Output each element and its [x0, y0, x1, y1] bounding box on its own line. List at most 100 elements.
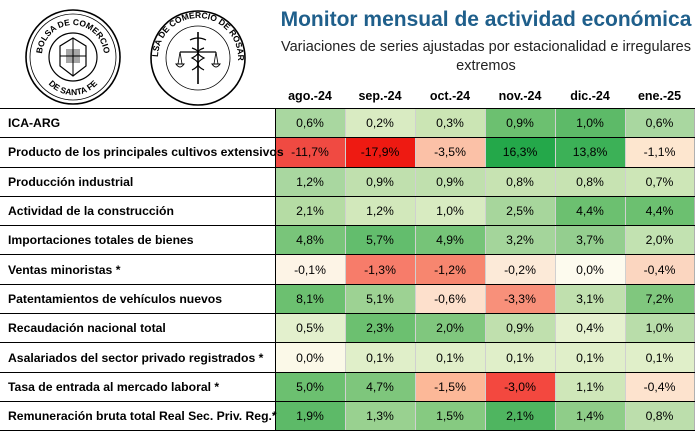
indicator-label: Producto de los principales cultivos ext… — [0, 137, 284, 168]
value-cell: 2,1% — [274, 196, 345, 227]
value-cell: -11,7% — [274, 137, 345, 168]
value-cell: -0,4% — [624, 254, 695, 285]
value-cell: -3,5% — [414, 137, 485, 168]
value-cell: 0,3% — [414, 108, 485, 139]
value-cell: -0,2% — [484, 254, 555, 285]
svg-text:BOLSA DE COMERCIO DE ROSARIO: BOLSA DE COMERCIO DE ROSARIO — [22, 6, 246, 61]
table-row: Producto de los principales cultivos ext… — [0, 137, 695, 168]
value-cell: 0,4% — [554, 313, 625, 344]
value-cell: -1,5% — [414, 372, 485, 402]
value-cell: 3,7% — [554, 225, 625, 256]
value-cell: 2,3% — [344, 313, 415, 344]
indicator-label: ICA-ARG — [0, 108, 275, 139]
indicator-label: Recaudación nacional total — [0, 313, 275, 344]
value-cell: 2,1% — [484, 401, 555, 432]
month-header: ago.-24 — [275, 84, 345, 109]
value-cell: 13,8% — [554, 137, 625, 168]
value-cell: 5,7% — [344, 225, 415, 256]
value-cell: -1,3% — [344, 254, 415, 285]
value-cell: 5,1% — [344, 284, 415, 315]
value-cell: 2,0% — [414, 313, 485, 344]
value-cell: 1,0% — [554, 108, 625, 139]
value-cell: -0,4% — [624, 372, 695, 402]
indicator-label: Remuneración bruta total Real Sec. Priv.… — [0, 401, 277, 432]
value-cell: 5,0% — [274, 372, 345, 402]
value-cell: 16,3% — [484, 137, 555, 168]
value-cell: 0,1% — [624, 342, 695, 373]
seal-right-text: BOLSA DE COMERCIO DE ROSARIO — [22, 6, 246, 61]
value-cell: 1,0% — [414, 196, 485, 227]
logos: BOLSA DE COMERCIO DE SANTA FE BOLSA DE C… — [22, 6, 246, 106]
month-header: oct.-24 — [415, 84, 485, 109]
table-row: Asalariados del sector privado registrad… — [0, 342, 695, 373]
value-cell: 1,3% — [344, 401, 415, 432]
value-cell: 0,9% — [484, 313, 555, 344]
value-cell: 0,1% — [344, 342, 415, 373]
value-cell: 0,1% — [484, 342, 555, 373]
page-subtitle: Variaciones de series ajustadas por esta… — [281, 39, 691, 74]
value-cell: 4,8% — [274, 225, 345, 256]
value-cell: 1,0% — [624, 313, 695, 344]
value-cell: 1,2% — [274, 167, 345, 197]
value-cell: -0,1% — [274, 254, 345, 285]
value-cell: 0,9% — [344, 167, 415, 197]
value-cell: 0,2% — [344, 108, 415, 139]
value-cell: 1,1% — [554, 372, 625, 402]
value-cell: -1,2% — [414, 254, 485, 285]
indicator-label: Tasa de entrada al mercado laboral * — [0, 372, 275, 402]
table-row: Patentamientos de vehículos nuevos 8,1% 5,… — [0, 284, 695, 315]
value-cell: 8,1% — [274, 284, 345, 315]
value-cell: -3,3% — [484, 284, 555, 315]
table-row: Ventas minoristas * -0,1% -1,3% -1,2% -0,2% 0… — [0, 254, 695, 285]
value-cell: 0,8% — [484, 167, 555, 197]
value-cell: 3,1% — [554, 284, 625, 315]
page-title: Monitor mensual de actividad económica — [280, 8, 692, 31]
table-row: Producción industrial 1,2% 0,9% 0,9% 0,8% 0,8… — [0, 167, 695, 197]
value-cell: -17,9% — [344, 137, 415, 168]
month-header: ene.-25 — [625, 84, 694, 109]
value-cell: 1,5% — [414, 401, 485, 432]
indicator-label: Producción industrial — [0, 167, 275, 197]
indicators-table: ago.-24 sep.-24 oct.-24 nov.-24 dic.-24 … — [0, 84, 695, 432]
value-cell: 0,9% — [484, 108, 555, 139]
value-cell: -0,6% — [414, 284, 485, 315]
month-header: nov.-24 — [485, 84, 555, 109]
value-cell: 2,5% — [484, 196, 555, 227]
value-cell: 1,4% — [554, 401, 625, 432]
table-row: Remuneración bruta total Real Sec. Priv.… — [0, 401, 695, 432]
value-cell: 0,0% — [554, 254, 625, 285]
indicator-label: Importaciones totales de bienes — [0, 225, 275, 256]
value-cell: 0,7% — [624, 167, 695, 197]
value-cell: 0,6% — [624, 108, 695, 139]
value-cell: -3,0% — [484, 372, 555, 402]
table-header-row: ago.-24 sep.-24 oct.-24 nov.-24 dic.-24 … — [0, 84, 694, 109]
table-row: Actividad de la construcción 2,1% 1,2% 1,0%… — [0, 196, 695, 227]
indicator-label: Patentamientos de vehículos nuevos — [0, 284, 275, 315]
month-header: sep.-24 — [345, 84, 415, 109]
value-cell: 1,9% — [274, 401, 345, 432]
table-row: Tasa de entrada al mercado laboral * 5,0%… — [0, 372, 695, 402]
value-cell: 0,9% — [414, 167, 485, 197]
value-cell: 3,2% — [484, 225, 555, 256]
value-cell: 0,6% — [274, 108, 345, 139]
value-cell: 0,8% — [554, 167, 625, 197]
month-header: dic.-24 — [555, 84, 625, 109]
indicator-label: Asalariados del sector privado registrad… — [0, 342, 275, 373]
value-cell: 2,0% — [624, 225, 695, 256]
value-cell: 0,1% — [414, 342, 485, 373]
value-cell: 4,4% — [624, 196, 695, 227]
indicator-label: Actividad de la construcción — [0, 196, 275, 227]
header-label-spacer — [0, 84, 275, 109]
value-cell: 7,2% — [624, 284, 695, 315]
value-cell: 0,1% — [554, 342, 625, 373]
value-cell: 4,9% — [414, 225, 485, 256]
value-cell: 0,0% — [274, 342, 345, 373]
value-cell: 0,8% — [624, 401, 695, 432]
table-row: Recaudación nacional total 0,5% 2,3% 2,0% 0,… — [0, 313, 695, 344]
table-row: Importaciones totales de bienes 4,8% 5,7% 4… — [0, 225, 695, 256]
value-cell: 1,2% — [344, 196, 415, 227]
indicator-label: Ventas minoristas * — [0, 254, 275, 285]
value-cell: -1,1% — [624, 137, 695, 168]
value-cell: 0,5% — [274, 313, 345, 344]
value-cell: 4,7% — [344, 372, 415, 402]
